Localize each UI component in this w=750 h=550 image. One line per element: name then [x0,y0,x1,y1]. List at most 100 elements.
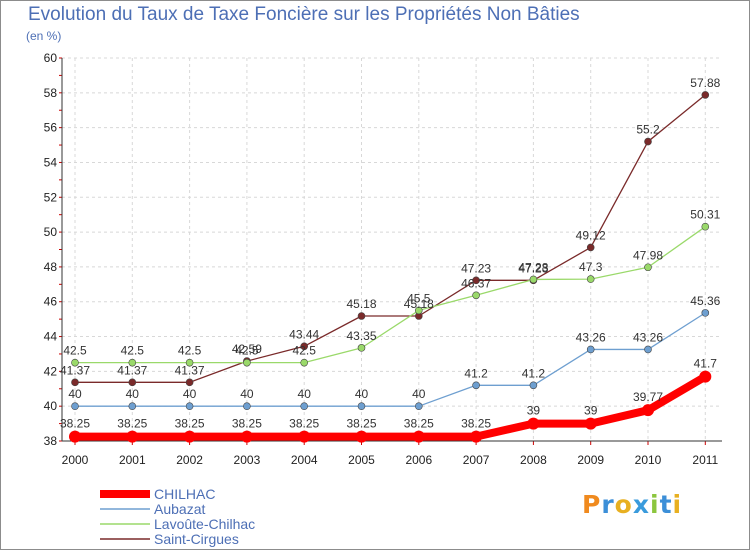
data-label: 41.37 [117,363,147,377]
data-label: 38.25 [346,417,376,431]
y-tick-label: 48 [44,260,58,274]
data-label: 38.25 [232,417,262,431]
data-label: 47.3 [579,260,603,274]
data-label: 38.25 [404,417,434,431]
data-label: 40 [68,387,82,401]
data-point [240,430,253,443]
data-point [185,358,194,367]
x-tick-label: 2003 [234,453,261,467]
data-label: 39 [584,404,598,418]
y-tick-label: 38 [44,434,58,448]
data-label: 42.5 [63,344,87,358]
logo-letter: o [614,490,633,519]
data-label: 49.12 [576,228,606,242]
data-point [584,417,597,430]
data-label: 45.36 [690,294,720,308]
data-label: 38.25 [289,417,319,431]
data-point [126,430,139,443]
data-point [71,378,79,387]
data-label: 39.77 [633,390,663,404]
data-label: 38.25 [60,417,90,431]
data-point [644,137,652,146]
data-label: 40 [412,387,426,401]
data-point [357,344,366,352]
data-label: 47.23 [518,261,548,275]
chart-title: Evolution du Taux de Taxe Foncière sur l… [28,4,580,25]
legend-label-2: Lavoûte-Chilhac [154,516,255,532]
x-tick-label: 2010 [635,453,662,467]
series-line-2 [75,226,706,364]
legend-label-0: CHILHAC [154,486,215,502]
x-tick-label: 2005 [348,453,375,467]
data-label: 40 [183,387,197,401]
data-point [183,430,196,443]
data-label: 42.5 [121,344,145,358]
y-tick-label: 44 [44,330,58,344]
y-axis-unit: (en %) [26,29,62,43]
data-label: 38.25 [117,417,147,431]
data-point [472,276,480,285]
data-label: 39 [527,404,541,418]
data-label: 38.25 [461,417,491,431]
data-label: 40 [298,387,312,401]
data-label: 42.59 [232,342,262,356]
y-tick-label: 40 [44,399,58,413]
y-tick-label: 56 [44,121,58,135]
y-tick-label: 50 [44,225,58,239]
data-label: 45.5 [407,291,431,305]
logo-letter: i [672,490,683,519]
data-label: 47.28 [518,260,548,274]
data-point [527,417,540,430]
data-point [586,243,595,252]
data-label: 43.26 [576,330,606,344]
series-line-0 [75,373,708,441]
data-point [529,381,538,390]
x-tick-label: 2011 [692,453,718,467]
series-lines [69,91,712,443]
data-label: 41.2 [464,366,488,380]
series-line-1 [75,312,706,407]
data-label: 45.18 [404,297,434,311]
data-label: 40 [126,387,140,401]
data-label: 38.25 [175,417,205,431]
data-point [701,309,710,317]
data-point [472,381,480,390]
logo-letter: r [601,490,615,519]
data-point [701,91,710,99]
legend: CHILHACAubazatLavoûte-ChilhacSaint-Cirgu… [100,486,255,547]
data-label: 50.31 [690,208,720,222]
data-point [586,275,595,283]
data-point [128,358,137,367]
logo-letter: t [659,490,673,519]
data-labels: 41.37 41.37 41.37 42.59 43.44 45.18 45.18 47.23… [60,76,721,431]
data-point [412,430,425,443]
y-tick-label: 54 [44,155,58,169]
logo-letter: x [632,490,650,519]
data-label: 41.7 [694,357,718,371]
data-label: 45.18 [346,297,376,311]
data-label: 40 [240,387,254,401]
logo-letter: i [650,490,660,519]
data-label: 43.26 [633,330,663,344]
data-label: 42.5 [178,344,202,358]
data-point [586,345,595,354]
data-label: 42.5 [235,344,259,358]
axes: 38 40 42 44 46 48 50 52 54 56 58 60 2000 2001 2002 2003… [44,51,722,467]
grid-lines [62,57,722,442]
data-point [414,306,423,315]
data-point [185,402,194,410]
data-label: 57.88 [690,76,720,90]
logo-letter: P [582,490,602,519]
data-label: 40 [355,387,369,401]
data-label: 55.2 [636,123,660,137]
data-label: 42.5 [293,344,317,358]
legend-label-3: Saint-Cirgues [154,531,239,547]
data-point [128,378,137,387]
data-point [71,358,79,367]
series-line-3 [75,94,706,383]
data-label: 41.2 [522,366,546,380]
y-tick-label: 52 [44,190,58,204]
data-label: 43.35 [346,329,376,343]
